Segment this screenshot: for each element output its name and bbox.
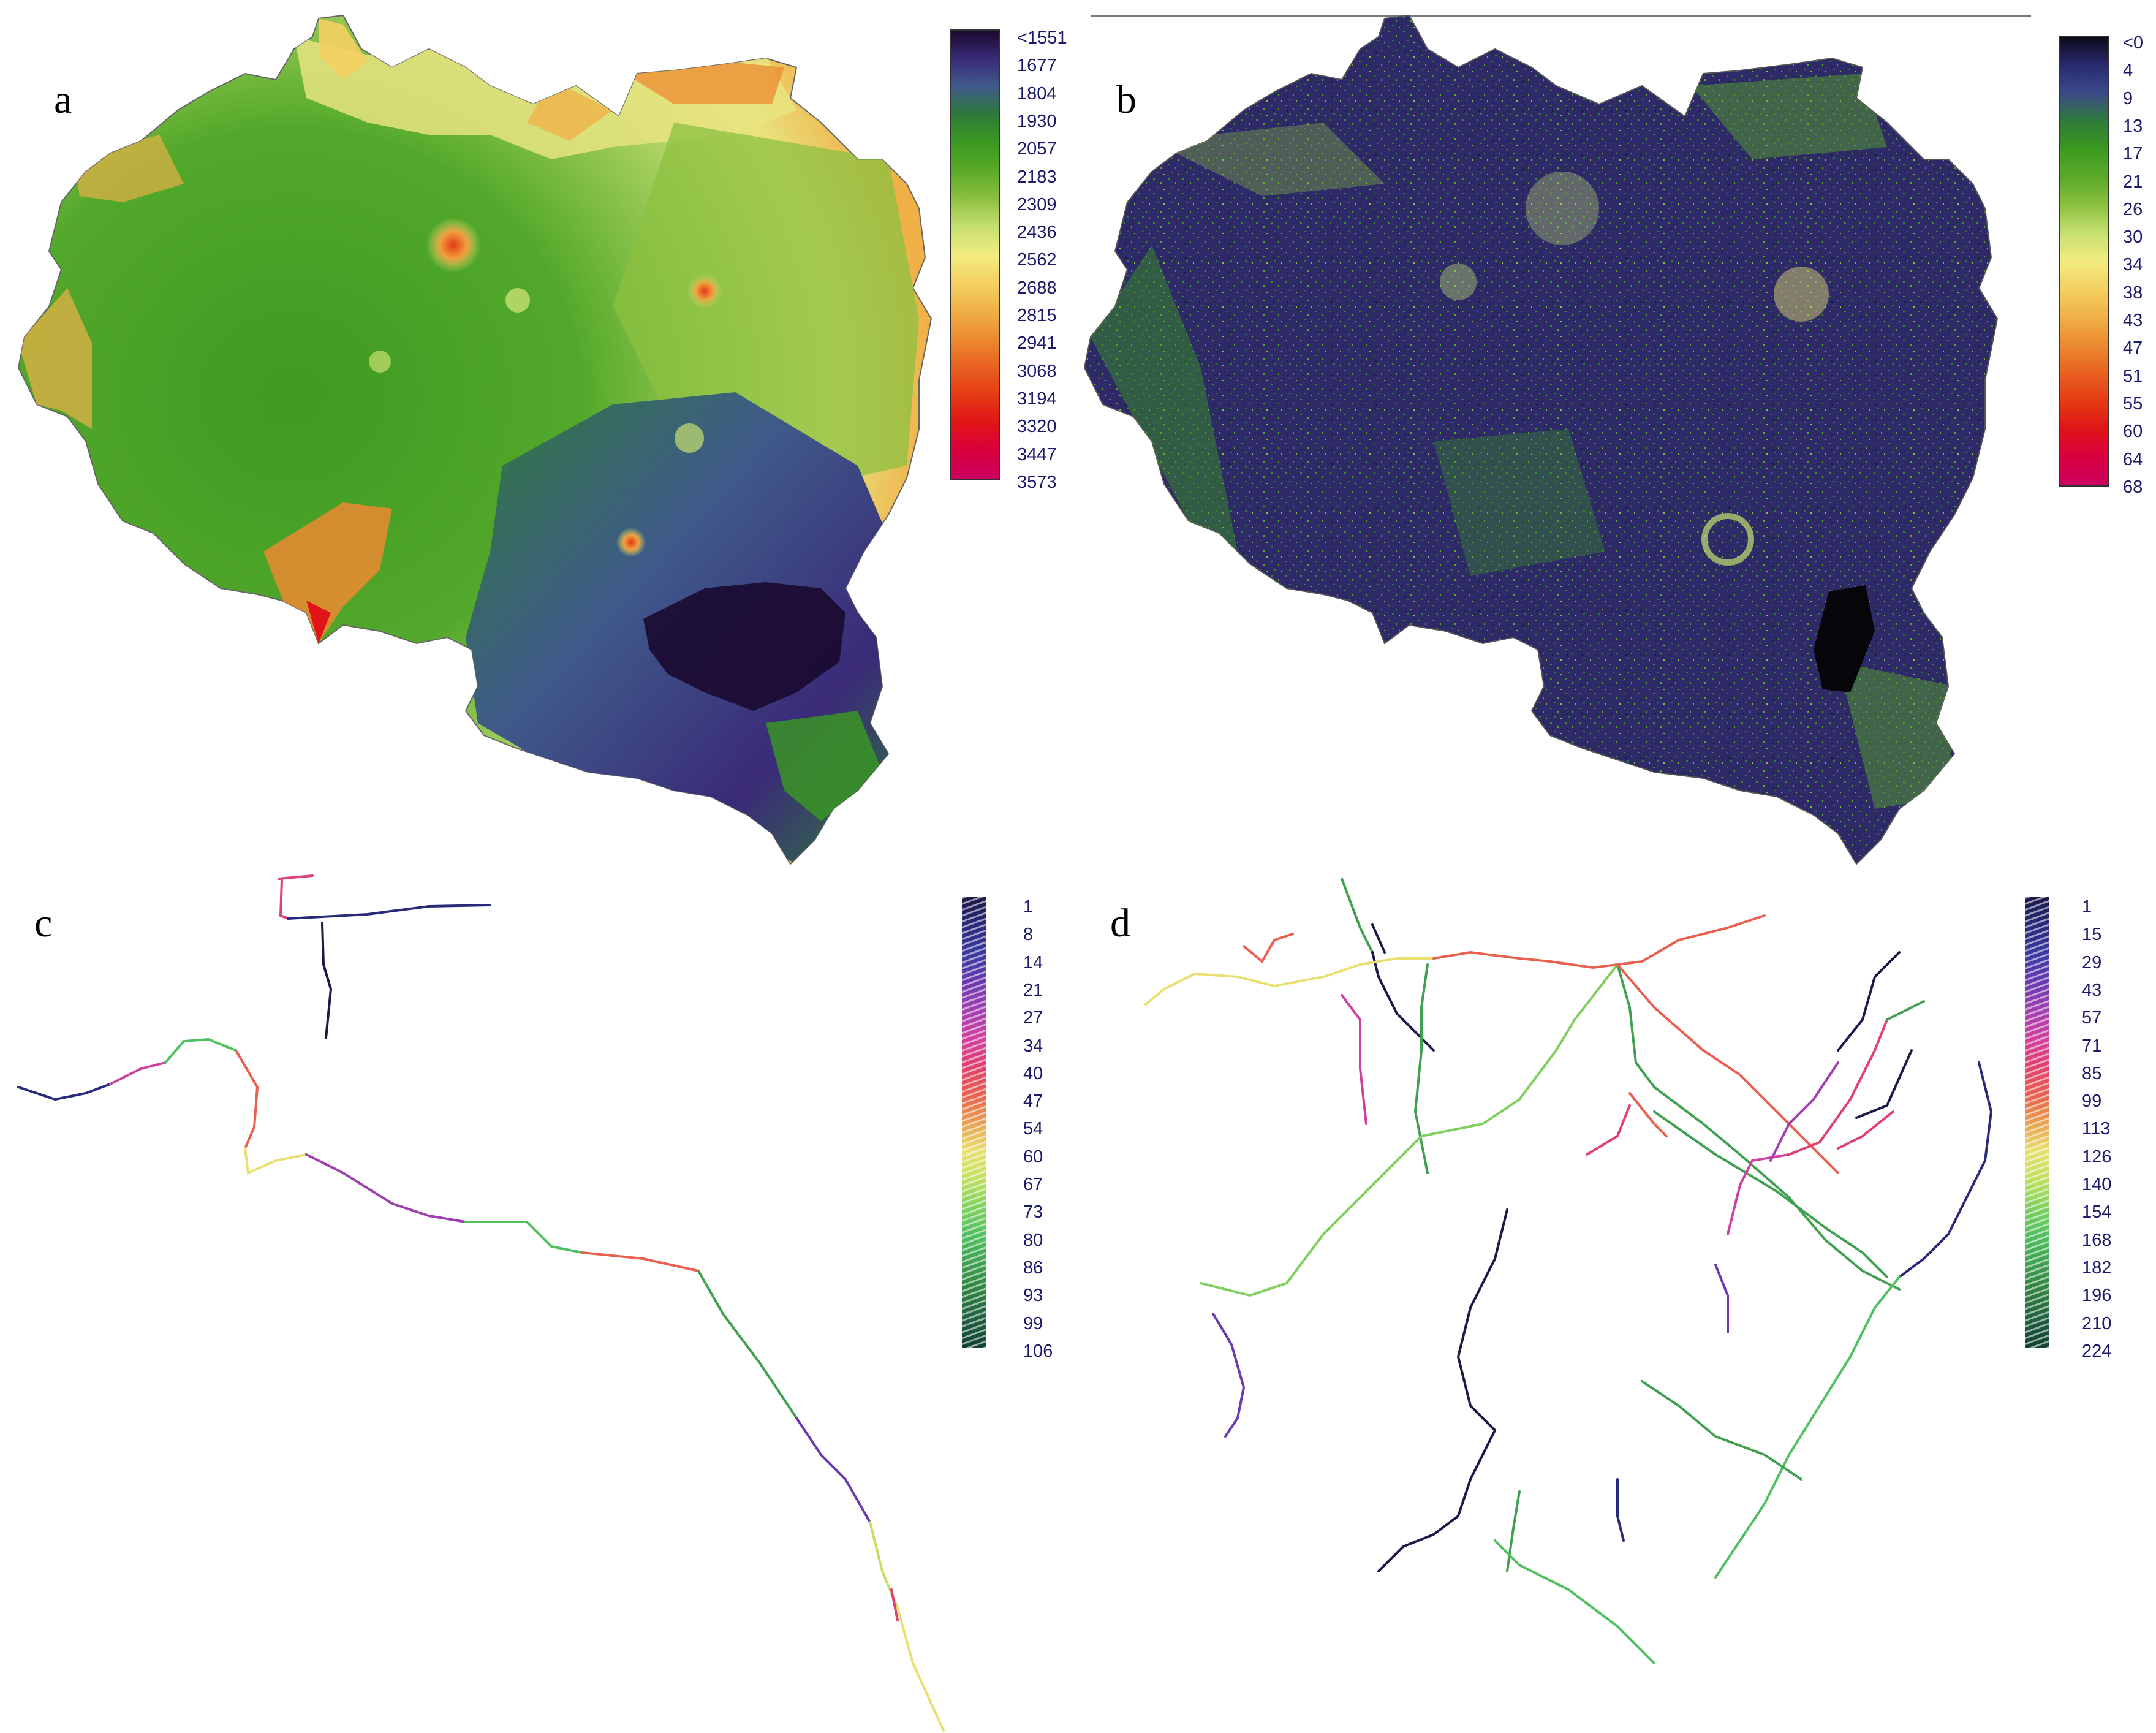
legend-tick-label: 93 xyxy=(1023,1286,1043,1306)
legend-tick-label: 99 xyxy=(2082,1091,2102,1112)
legend-tick-label: 26 xyxy=(2123,199,2143,219)
legend-tick-label: 2941 xyxy=(1017,333,1057,354)
legend-tick-label: 182 xyxy=(2082,1257,2112,1278)
elevation-map-graphic xyxy=(17,14,932,865)
legend-tick-label: 1 xyxy=(1023,897,1034,917)
panel-c-stream-path: c 1 8 14 21 27 34 40 47 54 60 67 73 80 86 93 99 106 xyxy=(0,866,1078,1733)
slope-legend-bar xyxy=(2059,36,2109,487)
legend-tick-label: 29 xyxy=(2082,952,2102,973)
legend-tick-label: 55 xyxy=(2123,393,2143,414)
legend-tick-label: <0 xyxy=(2123,33,2144,53)
legend-tick-label: 3573 xyxy=(1017,472,1057,492)
legend-tick-label: 27 xyxy=(1023,1008,1043,1028)
legend-tick-label: 17 xyxy=(2123,144,2143,164)
legend-tick-label: 21 xyxy=(2123,172,2143,192)
legend-tick-label: 68 xyxy=(2123,477,2143,497)
peak-marker xyxy=(616,528,646,557)
legend-tick-label: 2057 xyxy=(1017,139,1057,159)
legend-tick-label: 51 xyxy=(2123,366,2143,386)
legend-tick-label: 3447 xyxy=(1017,444,1057,465)
panel-b-slope-map: b <0 4 9 13 17 21 26 30 34 38 43 47 51 55 60 64 68 xyxy=(1078,0,2156,866)
panel-d-letter: d xyxy=(1110,901,1130,946)
legend-tick-label: 85 xyxy=(2082,1063,2102,1083)
legend-tick-label: 34 xyxy=(2123,255,2143,275)
legend-tick-label: 30 xyxy=(2123,227,2143,248)
elevation-legend-bar xyxy=(950,29,1000,480)
legend-tick-label: 38 xyxy=(2123,283,2143,303)
panel-b-letter: b xyxy=(1116,77,1137,122)
stream-order-legend-bar xyxy=(962,897,986,1348)
legend-tick-label: 2309 xyxy=(1017,194,1057,214)
legend-tick-label: 21 xyxy=(1023,980,1043,1000)
panel-b-top-rule xyxy=(1091,15,2031,17)
legend-tick-label: 1677 xyxy=(1017,56,1057,76)
legend-tick-label: 8 xyxy=(1023,925,1034,945)
legend-tick-label: 224 xyxy=(2082,1341,2112,1361)
legend-tick-label: 73 xyxy=(1023,1202,1043,1223)
legend-tick-label: 67 xyxy=(1023,1175,1043,1194)
legend-tick-label: 43 xyxy=(2123,311,2143,330)
panel-d-stream-network: d 1 15 29 43 57 71 85 99 113 126 140 154 168 182 196 21… xyxy=(1078,866,2156,1733)
legend-tick-label: 2436 xyxy=(1017,222,1057,243)
legend-tick-label: 3194 xyxy=(1017,389,1057,409)
legend-tick-label: 1930 xyxy=(1017,111,1057,131)
legend-tick-label: 71 xyxy=(2082,1036,2102,1056)
legend-tick-label: 3320 xyxy=(1017,417,1057,437)
panel-a-elevation-map: a <1551 1677 1804 1930 2057 2183 2309 2436 2562 2… xyxy=(0,0,1078,866)
legend-tick-label: 99 xyxy=(1023,1313,1043,1333)
legend-tick-label: 4 xyxy=(2123,61,2133,81)
legend-tick-label: 47 xyxy=(2123,338,2143,358)
peak-marker xyxy=(426,218,481,273)
legend-tick-label: 1 xyxy=(2082,897,2092,917)
legend-tick-label: 1804 xyxy=(1017,83,1057,104)
legend-tick-label: 2562 xyxy=(1017,250,1057,270)
stream-network-d-graphic xyxy=(1144,878,1993,1664)
peak-marker xyxy=(687,274,722,308)
panel-c-letter: c xyxy=(34,901,53,946)
legend-tick-label: 60 xyxy=(2123,422,2143,442)
legend-tick-label: 43 xyxy=(2082,980,2102,1000)
stream-network-legend-bar xyxy=(2025,897,2049,1348)
legend-tick-label: 210 xyxy=(2082,1313,2112,1333)
legend-tick-label: 106 xyxy=(1023,1341,1053,1361)
slope-map-graphic xyxy=(1083,14,1999,865)
legend-tick-label: 80 xyxy=(1023,1230,1043,1250)
panel-a-letter: a xyxy=(54,77,72,122)
legend-tick-label: 113 xyxy=(2082,1119,2111,1139)
legend-tick-label: 40 xyxy=(1023,1063,1043,1083)
legend-tick-label: <1551 xyxy=(1017,28,1067,48)
legend-tick-label: 57 xyxy=(2082,1008,2102,1028)
legend-tick-label: 64 xyxy=(2123,449,2143,469)
legend-tick-label: 60 xyxy=(1023,1147,1043,1167)
legend-tick-label: 15 xyxy=(2082,925,2102,945)
legend-tick-label: 14 xyxy=(1023,952,1043,973)
legend-tick-label: 3068 xyxy=(1017,361,1057,381)
legend-tick-label: 2815 xyxy=(1017,306,1057,325)
legend-tick-label: 140 xyxy=(2082,1175,2112,1194)
legend-tick-label: 196 xyxy=(2082,1286,2112,1306)
legend-tick-label: 86 xyxy=(1023,1257,1043,1278)
legend-tick-label: 168 xyxy=(2082,1230,2112,1250)
legend-tick-label: 13 xyxy=(2123,116,2143,136)
legend-tick-label: 2183 xyxy=(1017,167,1057,187)
legend-tick-label: 154 xyxy=(2082,1202,2112,1223)
legend-tick-label: 9 xyxy=(2123,88,2133,108)
legend-tick-label: 126 xyxy=(2082,1147,2112,1167)
stream-path-c-graphic xyxy=(17,874,945,1732)
legend-tick-label: 2688 xyxy=(1017,278,1057,298)
legend-tick-label: 54 xyxy=(1023,1119,1043,1139)
legend-tick-label: 47 xyxy=(1023,1091,1043,1112)
legend-tick-label: 34 xyxy=(1023,1036,1043,1056)
